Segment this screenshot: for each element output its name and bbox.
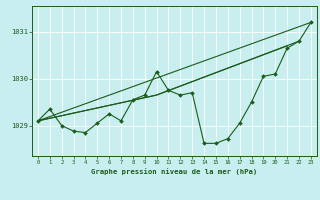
X-axis label: Graphe pression niveau de la mer (hPa): Graphe pression niveau de la mer (hPa) [91, 168, 258, 175]
